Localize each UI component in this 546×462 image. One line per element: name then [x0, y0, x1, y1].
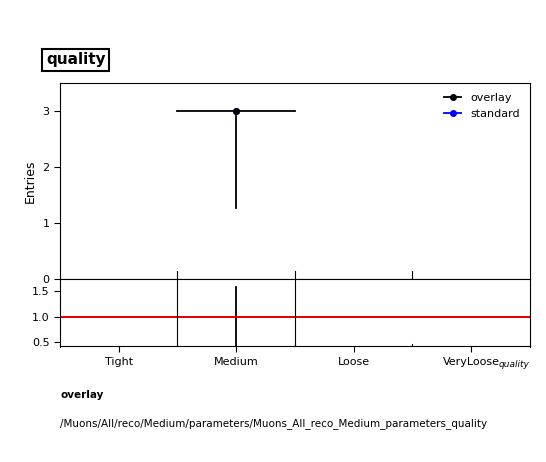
Y-axis label: Entries: Entries	[24, 159, 37, 203]
Text: overlay: overlay	[60, 390, 103, 401]
Text: quality: quality	[46, 53, 105, 67]
Text: quality: quality	[498, 360, 530, 369]
Text: /Muons/All/reco/Medium/parameters/Muons_All_reco_Medium_parameters_quality: /Muons/All/reco/Medium/parameters/Muons_…	[60, 418, 487, 429]
Legend: overlay, standard: overlay, standard	[440, 89, 524, 123]
